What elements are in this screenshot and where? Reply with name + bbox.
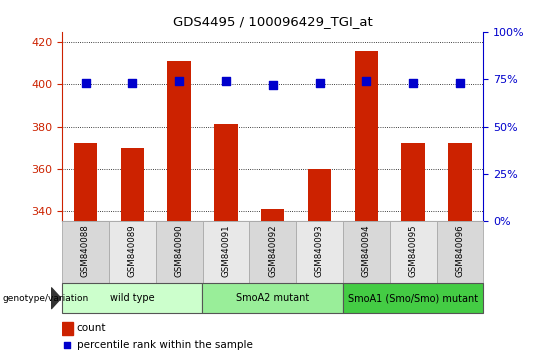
Text: GSM840090: GSM840090 <box>174 224 184 277</box>
Bar <box>401 143 425 221</box>
Bar <box>62 322 72 335</box>
Bar <box>249 221 296 283</box>
Point <box>315 80 324 86</box>
Point <box>456 80 464 86</box>
Point <box>81 80 90 86</box>
Bar <box>343 283 483 313</box>
Bar <box>261 209 285 221</box>
Bar <box>109 221 156 283</box>
Point <box>128 80 137 86</box>
Bar <box>390 221 436 283</box>
Bar <box>62 221 109 283</box>
Bar <box>296 221 343 283</box>
Bar <box>214 125 238 221</box>
Polygon shape <box>51 287 61 309</box>
Text: GSM840091: GSM840091 <box>221 224 231 277</box>
Title: GDS4495 / 100096429_TGI_at: GDS4495 / 100096429_TGI_at <box>173 15 373 28</box>
Point <box>221 78 230 84</box>
Bar <box>156 221 202 283</box>
Text: genotype/variation: genotype/variation <box>3 294 89 303</box>
Bar <box>167 61 191 221</box>
Bar <box>343 221 390 283</box>
Text: SmoA1 (Smo/Smo) mutant: SmoA1 (Smo/Smo) mutant <box>348 293 478 303</box>
Bar <box>120 148 144 221</box>
Point <box>409 80 417 86</box>
Text: GSM840088: GSM840088 <box>81 224 90 277</box>
Text: GSM840095: GSM840095 <box>409 224 417 277</box>
Text: GSM840089: GSM840089 <box>128 224 137 277</box>
Bar <box>355 51 378 221</box>
Bar <box>62 283 202 313</box>
Bar <box>448 143 471 221</box>
Text: count: count <box>77 323 106 333</box>
Text: percentile rank within the sample: percentile rank within the sample <box>77 340 253 350</box>
Text: GSM840096: GSM840096 <box>455 224 464 277</box>
Text: GSM840094: GSM840094 <box>362 224 371 277</box>
Point <box>175 78 184 84</box>
Bar <box>308 169 331 221</box>
Point <box>362 78 370 84</box>
Bar <box>74 143 97 221</box>
Point <box>63 342 71 348</box>
Point <box>268 82 277 88</box>
Text: wild type: wild type <box>110 293 154 303</box>
Text: SmoA2 mutant: SmoA2 mutant <box>236 293 309 303</box>
Text: GSM840093: GSM840093 <box>315 224 324 277</box>
Bar <box>202 283 343 313</box>
Text: GSM840092: GSM840092 <box>268 224 277 277</box>
Bar <box>202 221 249 283</box>
Bar <box>436 221 483 283</box>
